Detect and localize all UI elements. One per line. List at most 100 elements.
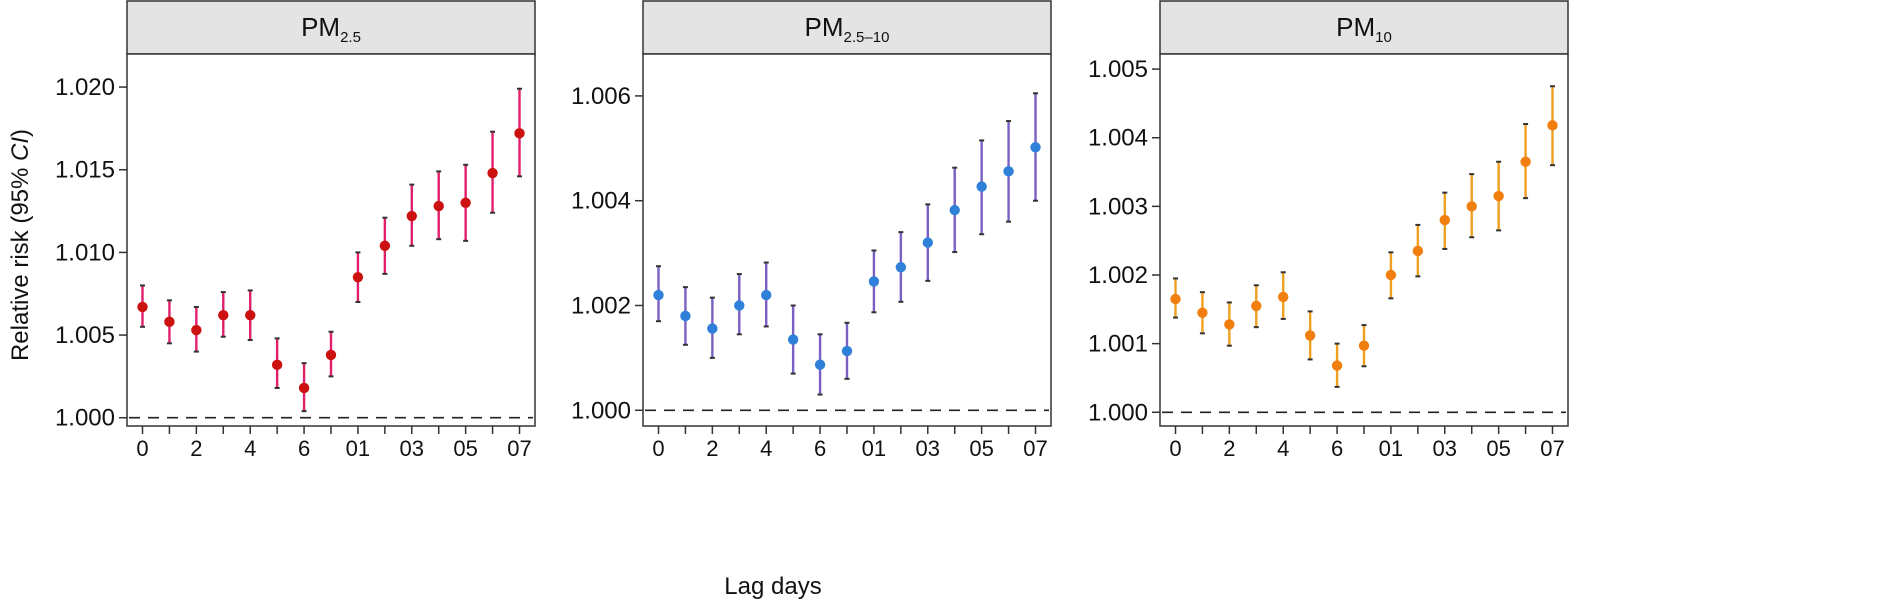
x-tick-label: 4 [1277, 436, 1289, 461]
data-point [761, 289, 772, 301]
x-tick-label: 4 [760, 436, 772, 461]
x-tick-label: 6 [298, 436, 310, 461]
plot-area [1159, 53, 1569, 427]
panel-title: PM10 [1336, 12, 1392, 46]
data-point [1003, 166, 1014, 177]
y-tick-label: 1.003 [1088, 193, 1148, 220]
panel-strip [642, 0, 1052, 55]
y-tick-label: 1.004 [571, 188, 631, 215]
x-tick-label: 07 [1023, 436, 1047, 461]
x-tick-label: 01 [1379, 436, 1403, 461]
data-point [814, 359, 826, 370]
data-point [271, 359, 283, 371]
data-point [1493, 190, 1504, 202]
y-tick-label: 1.002 [571, 292, 631, 319]
y-tick-label: 1.006 [571, 83, 631, 110]
y-axis-title-prefix: Relative risk (95% [7, 161, 34, 361]
y-tick-label: 1.010 [55, 239, 115, 266]
x-tick-label: 6 [814, 436, 826, 461]
panel-title-sub: 10 [1375, 29, 1392, 46]
data-point [191, 324, 202, 336]
data-point [949, 204, 960, 216]
y-axis-title-italic: CI [7, 137, 34, 161]
x-tick-label: 01 [346, 436, 370, 461]
data-point [707, 323, 718, 334]
data-point [1030, 142, 1041, 153]
x-tick-label: 2 [190, 436, 202, 461]
data-point [1251, 300, 1262, 312]
x-tick-label: 03 [916, 436, 940, 461]
x-tick-label: 07 [1540, 436, 1564, 461]
data-point [1439, 214, 1450, 226]
x-tick-label: 0 [136, 436, 148, 461]
data-point [514, 128, 525, 139]
data-point [433, 200, 444, 212]
x-tick-label: 05 [1486, 436, 1510, 461]
data-point [1547, 120, 1558, 131]
data-point [487, 167, 498, 179]
data-point [868, 276, 880, 287]
data-point [245, 310, 256, 321]
y-axis-title-suffix: ) [7, 129, 34, 137]
y-tick-label: 1.020 [55, 74, 115, 101]
data-point [787, 334, 799, 345]
y-tick-label: 1.002 [1088, 262, 1148, 289]
data-point [379, 240, 391, 251]
data-point [1170, 293, 1181, 305]
x-axis-title: Lag days [724, 573, 821, 600]
panel-title-sub: 2.5–10 [844, 29, 890, 46]
y-tick-label: 1.000 [571, 397, 631, 424]
y-tick-label: 1.000 [55, 405, 115, 432]
data-point [653, 289, 664, 301]
panel-title: PM2.5 [301, 12, 361, 46]
y-tick-label: 1.005 [55, 322, 115, 349]
x-tick-label: 0 [1169, 436, 1181, 461]
data-point [352, 272, 364, 283]
data-point [164, 316, 175, 328]
data-point [460, 197, 471, 208]
data-point [841, 345, 853, 357]
data-point [1358, 340, 1370, 351]
x-tick-label: 03 [400, 436, 424, 461]
panel-title-main: PM [301, 12, 340, 42]
panel-title: PM2.5–10 [805, 12, 890, 46]
x-tick-label: 05 [453, 436, 477, 461]
y-tick-label: 1.015 [55, 157, 115, 184]
data-point [1385, 269, 1397, 281]
data-point [1331, 360, 1343, 371]
panel-2: PM2.5–10 1.000 1.002 1.004 1.006 0 2 4 6 01 03 05 07 [571, 0, 1052, 461]
data-point [895, 262, 907, 273]
data-point [922, 237, 933, 248]
data-point [1278, 291, 1289, 303]
data-point [406, 210, 417, 222]
y-axis-title: Relative risk (95% CI) [7, 129, 34, 361]
y-tick-label: 1.000 [1088, 399, 1148, 426]
data-point [1197, 307, 1208, 318]
data-point [1412, 245, 1424, 257]
x-tick-label: 6 [1331, 436, 1343, 461]
panel-title-sub: 2.5 [340, 29, 361, 46]
y-tick-label: 1.005 [1088, 56, 1148, 83]
x-tick-label: 4 [244, 436, 256, 461]
x-tick-label: 03 [1433, 436, 1457, 461]
data-point [1224, 319, 1235, 330]
data-point [734, 300, 745, 311]
panel-title-main: PM [805, 12, 844, 42]
panel-strip [126, 0, 536, 55]
data-point [1466, 201, 1477, 212]
x-tick-label: 2 [1223, 436, 1235, 461]
data-point [976, 181, 987, 192]
x-tick-label: 0 [652, 436, 664, 461]
data-point [680, 310, 691, 322]
x-tick-label: 01 [862, 436, 886, 461]
panel-3: PM10 1.000 1.001 1.002 1.003 1.004 1.005 0 2 4 6 01… [1088, 0, 1569, 461]
data-point [1520, 156, 1531, 167]
data-point [1304, 330, 1316, 341]
y-tick-label: 1.004 [1088, 125, 1148, 152]
data-point [325, 349, 337, 361]
panel-1: PM2.5 1.000 1.005 1.010 1.015 1.020 0 2 4 6 01 03 05… [55, 0, 536, 461]
x-tick-label: 2 [706, 436, 718, 461]
